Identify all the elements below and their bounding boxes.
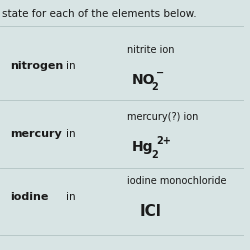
Text: ICl: ICl bbox=[140, 204, 162, 219]
Text: NO: NO bbox=[132, 73, 155, 87]
Text: 2: 2 bbox=[151, 150, 158, 160]
Text: nitrite ion: nitrite ion bbox=[126, 45, 174, 55]
Text: mercury: mercury bbox=[10, 129, 62, 139]
Text: nitrogen: nitrogen bbox=[10, 61, 63, 71]
Text: mercury(?) ion: mercury(?) ion bbox=[126, 112, 198, 122]
Text: 2: 2 bbox=[151, 82, 158, 92]
Text: −: − bbox=[156, 68, 164, 78]
Text: iodine: iodine bbox=[10, 192, 48, 202]
Text: in: in bbox=[66, 61, 75, 71]
Text: 2+: 2+ bbox=[156, 136, 171, 145]
Text: iodine monochloride: iodine monochloride bbox=[126, 176, 226, 186]
Text: state for each of the elements below.: state for each of the elements below. bbox=[2, 9, 197, 19]
Text: in: in bbox=[66, 192, 75, 202]
Text: in: in bbox=[66, 129, 75, 139]
Text: Hg: Hg bbox=[132, 140, 153, 154]
